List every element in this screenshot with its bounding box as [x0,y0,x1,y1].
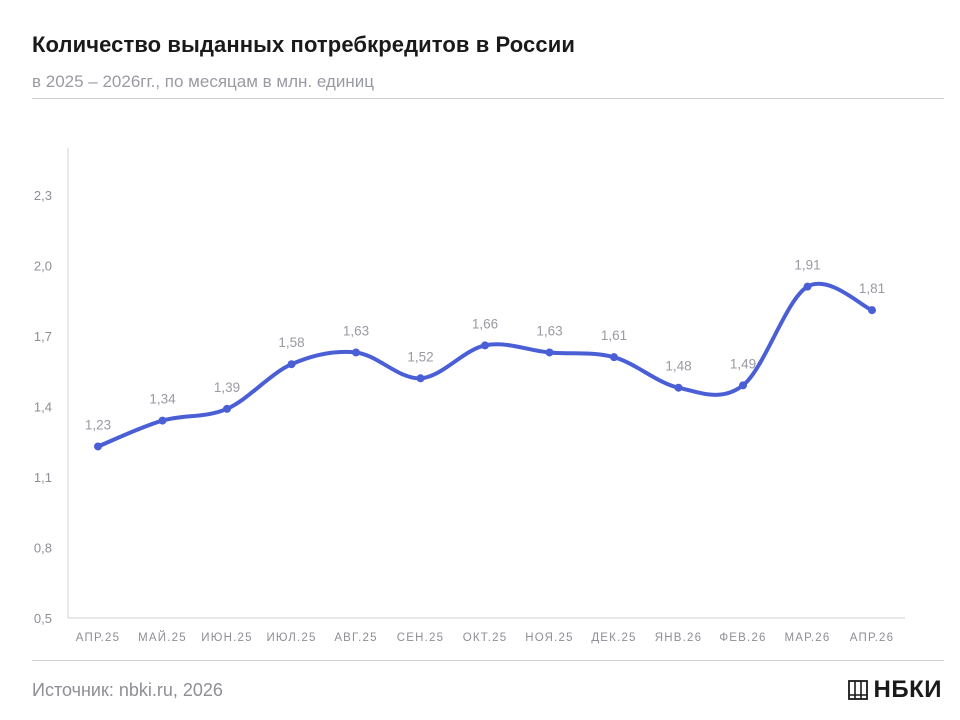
x-tick-label: ЯНВ.26 [655,632,702,644]
logo-text: НБКИ [873,676,942,703]
data-label: 1,39 [214,380,240,395]
data-labels: 1,23 1,34 1,39 1,58 1,63 1,52 1,66 1,63 1,61 1,48… [85,258,885,433]
data-label: 1,58 [278,335,304,350]
x-tick-label: НОЯ.25 [525,632,574,644]
x-axis-ticks: АПР.25 МАЙ.25 ИЮН.25 ИЮЛ.25 АВГ.25 СЕН.25 ОКТ.… [76,631,895,644]
y-tick-label: 2,0 [34,259,52,274]
y-tick-label: 1,4 [34,400,52,415]
data-label: 1,48 [665,359,691,374]
logo-icon [847,680,868,700]
data-label: 1,34 [149,392,176,407]
x-tick-label: МАЙ.25 [138,631,187,644]
data-point [352,348,360,357]
y-tick-label: 1,7 [34,329,52,344]
data-label: 1,63 [343,323,369,338]
x-tick-label: ИЮЛ.25 [266,632,316,644]
x-tick-label: АПР.25 [76,632,121,644]
data-label: 1,23 [85,417,111,432]
data-label: 1,81 [859,281,885,296]
chart-subtitle: в 2025 – 2026гг., по месяцам в млн. един… [32,72,374,91]
data-label: 1,63 [536,323,562,338]
x-tick-label: ДЕК.25 [591,632,636,644]
data-label: 1,52 [407,349,433,364]
data-point [287,360,296,369]
y-tick-label: 0,5 [34,611,52,626]
data-point [223,404,231,413]
y-axis-ticks: 0,5 0,8 1,1 1,4 1,7 2,0 2,3 [34,188,52,626]
data-point [803,282,812,291]
data-point [610,353,618,362]
x-tick-label: ФЕВ.26 [719,632,766,644]
header-divider [32,98,944,99]
y-tick-label: 1,1 [34,470,52,485]
data-point [481,341,489,350]
line-chart: 0,5 0,8 1,1 1,4 1,7 2,0 2,3 АПР.25 МАЙ.25 ИЮН.25… [34,148,905,644]
footer-divider [32,660,944,661]
x-tick-label: АПР.26 [850,632,895,644]
data-label: 1,61 [601,328,627,343]
y-tick-label: 2,3 [34,188,52,203]
data-label: 1,91 [794,258,820,273]
data-point [94,442,102,451]
data-point [868,306,876,315]
data-point [674,383,683,392]
data-label: 1,49 [730,356,756,371]
x-tick-label: МАР.26 [785,632,831,644]
x-tick-label: ОКТ.25 [463,632,508,644]
data-points [94,282,876,451]
chart-axes [67,148,905,619]
chart-title: Количество выданных потребкредитов в Рос… [32,32,575,57]
y-tick-label: 0,8 [34,541,52,556]
x-tick-label: СЕН.25 [397,632,444,644]
data-point [416,374,425,383]
nbki-logo: НБКИ [847,676,942,704]
data-point [739,381,747,390]
source-note: Источник: nbki.ru, 2026 [32,680,223,700]
data-point [545,348,554,357]
data-label: 1,66 [472,316,498,331]
x-tick-label: ИЮН.25 [201,632,252,644]
data-point [158,416,167,425]
x-tick-label: АВГ.25 [334,632,377,644]
